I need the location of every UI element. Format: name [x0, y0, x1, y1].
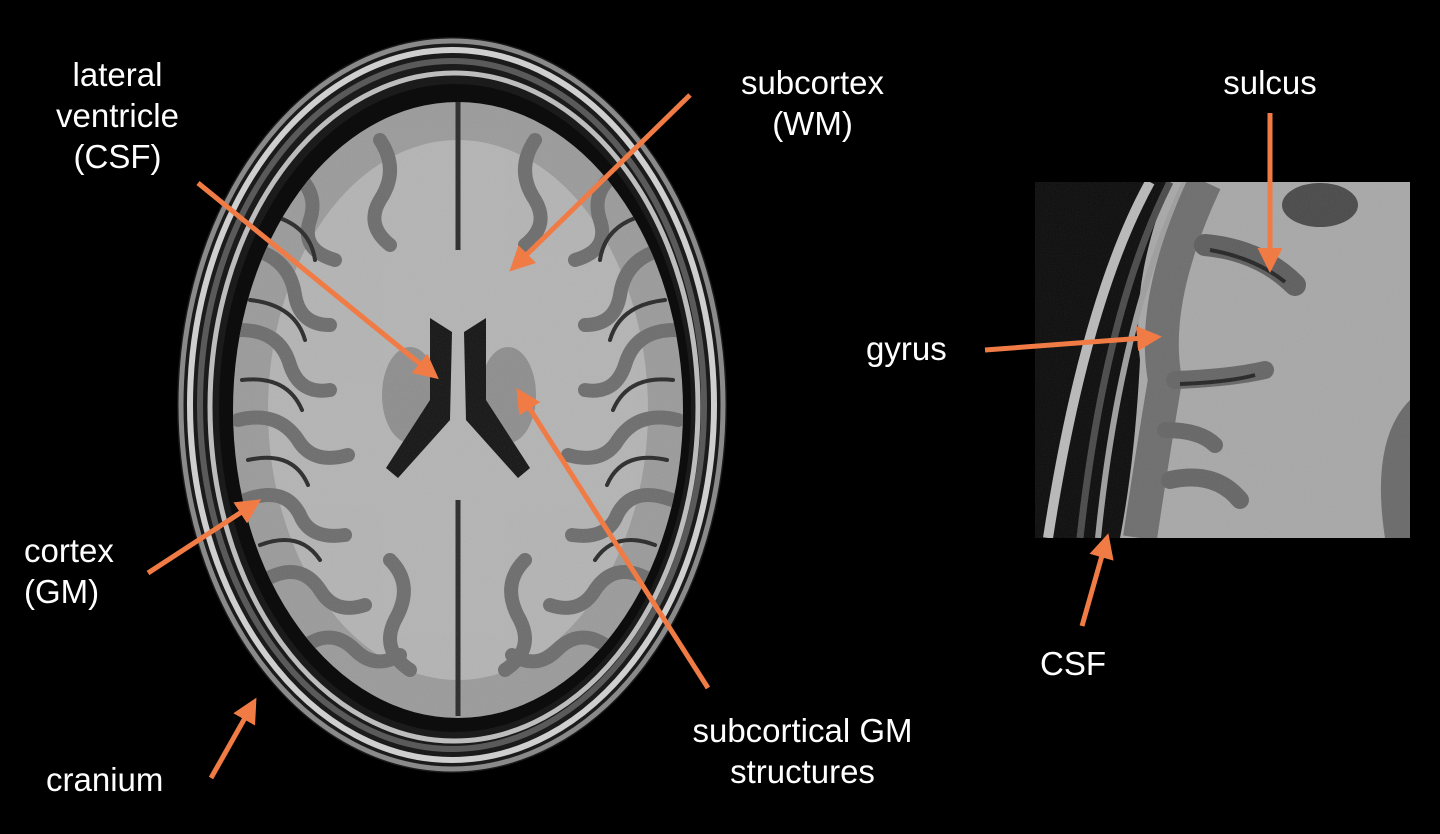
- label-cranium: cranium: [46, 761, 164, 798]
- label-lateral-ventricle: lateral ventricle (CSF): [56, 56, 179, 175]
- label-subcortical-gm: subcortical GM structures: [692, 712, 913, 790]
- label-csf: CSF: [1040, 645, 1106, 682]
- arrow-cranium: [208, 697, 257, 780]
- label-cortex: cortex (GM): [24, 532, 114, 610]
- arrow-subcortex: [509, 93, 692, 272]
- axial-brain-slice: [177, 37, 727, 773]
- zoomed-cortex-inset: [1035, 182, 1410, 538]
- arrow-gyrus: [984, 326, 1162, 353]
- label-sulcus: sulcus: [1223, 64, 1317, 101]
- arrow-cortex: [146, 499, 262, 576]
- label-gyrus: gyrus: [866, 330, 947, 367]
- label-subcortex: subcortex (WM): [740, 64, 885, 142]
- arrow-csf: [1079, 533, 1114, 627]
- arrow-subcortical-gm: [516, 387, 711, 690]
- arrow-lateral-ventricle: [196, 181, 439, 380]
